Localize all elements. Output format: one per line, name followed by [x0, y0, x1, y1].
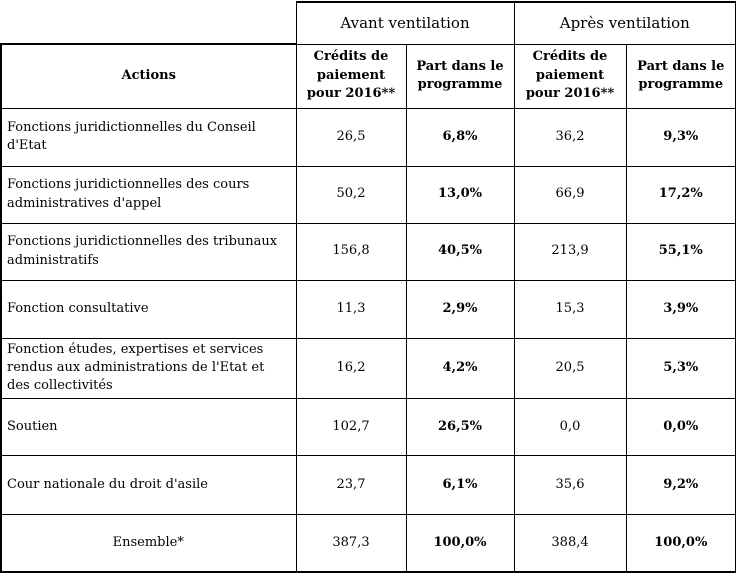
- group-header-avant: Avant ventilation: [295, 1, 515, 45]
- action-label: Cour nationale du droit d'asile: [0, 454, 297, 515]
- part-apres-cell: 5,3%: [625, 337, 736, 399]
- table-row: Soutien 102,7 26,5% 0,0 0,0%: [0, 397, 736, 456]
- part-apres-cell: 3,9%: [625, 279, 736, 339]
- credits-avant-cell: 23,7: [295, 454, 407, 515]
- table-row-total: Ensemble* 387,3 100,0% 388,4 100,0%: [0, 513, 736, 573]
- credits-avant-cell: 387,3: [295, 513, 407, 573]
- action-label: Fonctions juridictionnelles des cours ad…: [0, 165, 297, 224]
- part-avant-cell: 13,0%: [405, 165, 515, 224]
- part-apres-cell: 9,2%: [625, 454, 736, 515]
- credits-apres-cell: 213,9: [513, 222, 627, 281]
- action-label: Ensemble*: [0, 513, 297, 573]
- credits-avant-cell: 50,2: [295, 165, 407, 224]
- action-label: Fonction études, expertises et services …: [0, 337, 297, 399]
- credits-avant-cell: 16,2: [295, 337, 407, 399]
- part-avant-cell: 2,9%: [405, 279, 515, 339]
- credits-apres-cell: 20,5: [513, 337, 627, 399]
- credits-avant-cell: 156,8: [295, 222, 407, 281]
- part-apres-cell: 100,0%: [625, 513, 736, 573]
- table-row: Cour nationale du droit d'asile 23,7 6,1…: [0, 454, 736, 515]
- group-header-row: Avant ventilation Après ventilation: [1, 1, 736, 45]
- table-row: Fonction consultative 11,3 2,9% 15,3 3,9…: [0, 279, 736, 339]
- action-label: Fonction consultative: [0, 279, 297, 339]
- credits-apres-cell: 35,6: [513, 454, 627, 515]
- part-avant-cell: 6,8%: [405, 107, 515, 167]
- action-label: Soutien: [0, 397, 297, 456]
- corner-spacer: [1, 2, 297, 45]
- table-row: Fonctions juridictionnelles du Conseil d…: [0, 107, 736, 167]
- col-header-credits-avant: Crédits de paiement pour 2016**: [295, 43, 407, 109]
- column-header-row: Actions Crédits de paiement pour 2016** …: [0, 43, 736, 109]
- table-row: Fonctions juridictionnelles des cours ad…: [0, 165, 736, 224]
- col-header-part-avant: Part dans le programme: [405, 43, 515, 109]
- part-apres-cell: 17,2%: [625, 165, 736, 224]
- col-header-credits-apres: Crédits de paiement pour 2016**: [513, 43, 627, 109]
- action-label: Fonctions juridictionnelles du Conseil d…: [0, 107, 297, 167]
- part-apres-cell: 9,3%: [625, 107, 736, 167]
- group-header-apres: Après ventilation: [513, 1, 736, 45]
- credits-avant-cell: 26,5: [295, 107, 407, 167]
- credits-apres-cell: 66,9: [513, 165, 627, 224]
- table-row: Fonction études, expertises et services …: [0, 337, 736, 399]
- table-row: Fonctions juridictionnelles des tribunau…: [0, 222, 736, 281]
- part-avant-cell: 6,1%: [405, 454, 515, 515]
- part-avant-cell: 40,5%: [405, 222, 515, 281]
- col-header-actions: Actions: [0, 43, 297, 109]
- credits-avant-cell: 11,3: [295, 279, 407, 339]
- credits-apres-cell: 388,4: [513, 513, 627, 573]
- credits-avant-cell: 102,7: [295, 397, 407, 456]
- action-label: Fonctions juridictionnelles des tribunau…: [0, 222, 297, 281]
- part-apres-cell: 0,0%: [625, 397, 736, 456]
- part-avant-cell: 26,5%: [405, 397, 515, 456]
- credits-apres-cell: 0,0: [513, 397, 627, 456]
- col-header-part-apres: Part dans le programme: [625, 43, 736, 109]
- part-apres-cell: 55,1%: [625, 222, 736, 281]
- part-avant-cell: 4,2%: [405, 337, 515, 399]
- part-avant-cell: 100,0%: [405, 513, 515, 573]
- credits-apres-cell: 36,2: [513, 107, 627, 167]
- credits-apres-cell: 15,3: [513, 279, 627, 339]
